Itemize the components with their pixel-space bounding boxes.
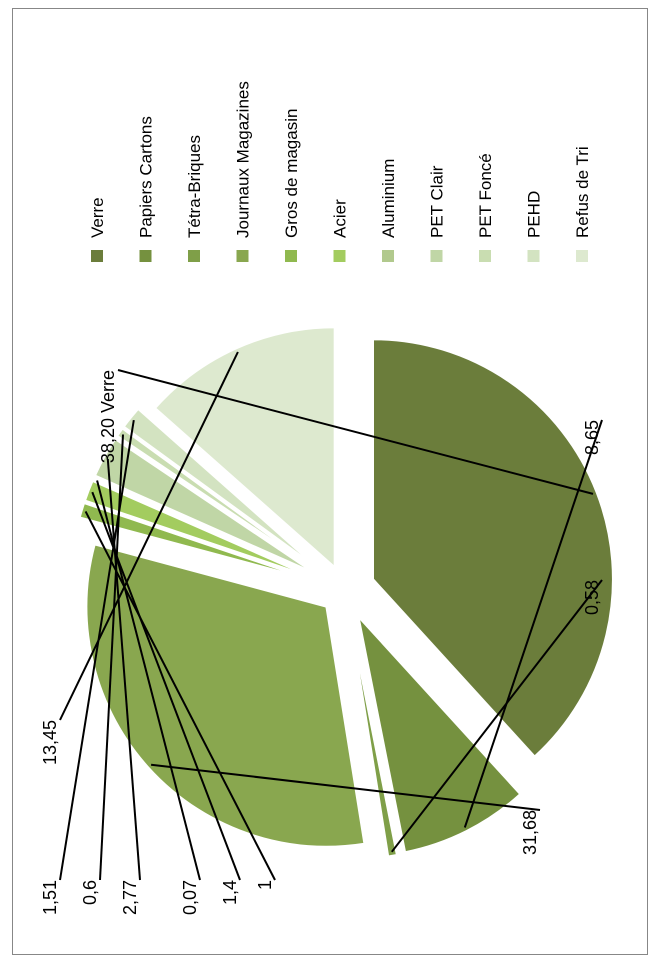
pie-slice-refus-de-tri [153, 326, 336, 570]
legend-label-verre: Verre [88, 197, 107, 238]
legend-swatch-papiers-cartons [139, 250, 152, 262]
pie-slice-gros-de-magasin [78, 501, 312, 581]
leader-lines [59, 351, 603, 881]
data-label-papiers-cartons: 8,65 [582, 420, 602, 455]
pie-slice-pet-clair [93, 437, 315, 575]
legend-swatch-aluminium [382, 250, 394, 262]
legend-swatch-gros-de-magasin [285, 250, 297, 262]
leader-line-refus-de-tri [59, 351, 239, 721]
legend-label-acier: Acier [331, 199, 350, 238]
leader-line-journaux-magazines [150, 763, 541, 811]
legend-swatch-acier [333, 250, 346, 262]
legend-label-pehd: PEHD [525, 191, 544, 238]
data-label-aluminium: 0,07 [180, 880, 200, 915]
legend-label-refus-de-tri: Refus de Tri [573, 146, 592, 238]
legend-label-pet-fonce: PET Foncé [476, 153, 495, 238]
pie-slice-pehd [122, 407, 319, 569]
legend-label-papiers-cartons: Papiers Cartons [137, 116, 156, 238]
leader-line-verre [117, 369, 594, 495]
data-label-refus-de-tri: 13,45 [40, 720, 60, 765]
data-label-journaux-magazines: 31,68 [520, 810, 540, 855]
leader-line-papiers-cartons [463, 419, 603, 828]
pie-slices [78, 326, 614, 858]
data-label-acier: 1,4 [220, 880, 240, 905]
data-labels: 38,20 Verre 8,65 0,58 31,68 1 1,4 0,07 2,77 0,6 1… [40, 370, 602, 915]
pie-slice-tetra-briques [349, 619, 399, 858]
legend-swatch-pet-fonce [479, 250, 491, 262]
data-label-pet-fonce: 0,6 [80, 880, 100, 905]
pie-slice-pet-fonce [115, 427, 317, 571]
data-label-pehd: 1,51 [40, 880, 60, 915]
data-label-tetra-briques: 0,58 [582, 580, 602, 615]
legend-swatch-journaux-magazines [236, 250, 249, 262]
pie-slice-acier [83, 479, 313, 579]
data-label-pet-clair: 2,77 [120, 880, 140, 915]
legend-label-journaux-magazines: Journaux Magazines [234, 81, 253, 238]
legend-swatch-pet-clair [430, 250, 443, 262]
data-label-verre: 38,20 Verre [98, 370, 118, 463]
legend-label-tetra-briques: Tétra-Briques [185, 135, 204, 238]
pie-slice-aluminium [91, 477, 314, 577]
leader-line-pet-clair [106, 458, 141, 881]
legend-label-aluminium: Aluminium [379, 159, 398, 238]
legend-swatch-verre [91, 250, 103, 262]
leader-line-pehd [59, 419, 135, 881]
legend-label-pet-clair: PET Clair [428, 165, 447, 238]
legend-swatch-refus-de-tri [576, 250, 588, 262]
pie-slice-verre [372, 338, 614, 758]
legend-swatch-pehd [527, 250, 540, 262]
data-label-gros-de-magasin: 1 [255, 880, 275, 890]
pie-slice-journaux-magazines [85, 543, 366, 848]
legend-swatch-tetra-briques [188, 250, 200, 262]
leader-line-tetra-briques [391, 579, 603, 853]
legend-label-gros-de-magasin: Gros de magasin [282, 109, 301, 238]
legend: Verre Papiers Cartons Tétra-Briques Journau… [88, 81, 592, 262]
